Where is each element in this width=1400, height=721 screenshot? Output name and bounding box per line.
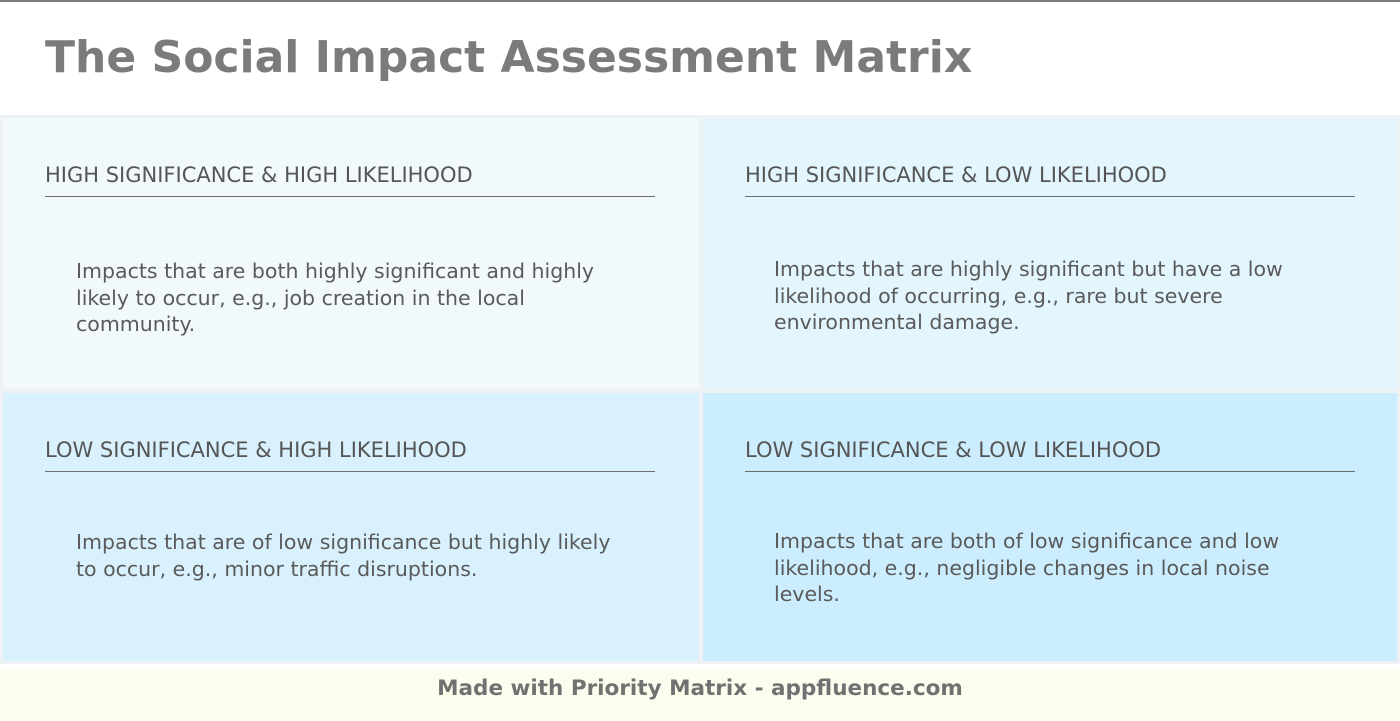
quadrant-low-significance-low-likelihood: LOW SIGNIFICANCE & LOW LIKELIHOOD Impact… bbox=[703, 393, 1397, 661]
quadrant-heading: HIGH SIGNIFICANCE & HIGH LIKELIHOOD bbox=[45, 163, 655, 198]
quadrant-high-significance-low-likelihood: HIGH SIGNIFICANCE & LOW LIKELIHOOD Impac… bbox=[703, 118, 1397, 389]
quadrant-description: Impacts that are both highly significant… bbox=[76, 259, 595, 336]
footer: Made with Priority Matrix - appfluence.c… bbox=[0, 668, 1400, 721]
page-title: The Social Impact Assessment Matrix bbox=[45, 32, 973, 83]
quadrant-description: Impacts that are both of low significanc… bbox=[774, 529, 1280, 606]
quadrant-description: Impacts that are highly significant but … bbox=[774, 257, 1283, 334]
quadrant-heading: HIGH SIGNIFICANCE & LOW LIKELIHOOD bbox=[745, 163, 1355, 198]
matrix-grid: HIGH SIGNIFICANCE & HIGH LIKELIHOOD Impa… bbox=[0, 115, 1400, 664]
quadrant-description: Impacts that are of low significance but… bbox=[76, 530, 611, 581]
quadrant-low-significance-high-likelihood: LOW SIGNIFICANCE & HIGH LIKELIHOOD Impac… bbox=[3, 393, 699, 661]
footer-credit: Made with Priority Matrix - appfluence.c… bbox=[437, 676, 963, 701]
quadrant-high-significance-high-likelihood: HIGH SIGNIFICANCE & HIGH LIKELIHOOD Impa… bbox=[3, 118, 699, 389]
quadrant-heading: LOW SIGNIFICANCE & HIGH LIKELIHOOD bbox=[45, 438, 655, 473]
quadrant-heading: LOW SIGNIFICANCE & LOW LIKELIHOOD bbox=[745, 438, 1355, 473]
